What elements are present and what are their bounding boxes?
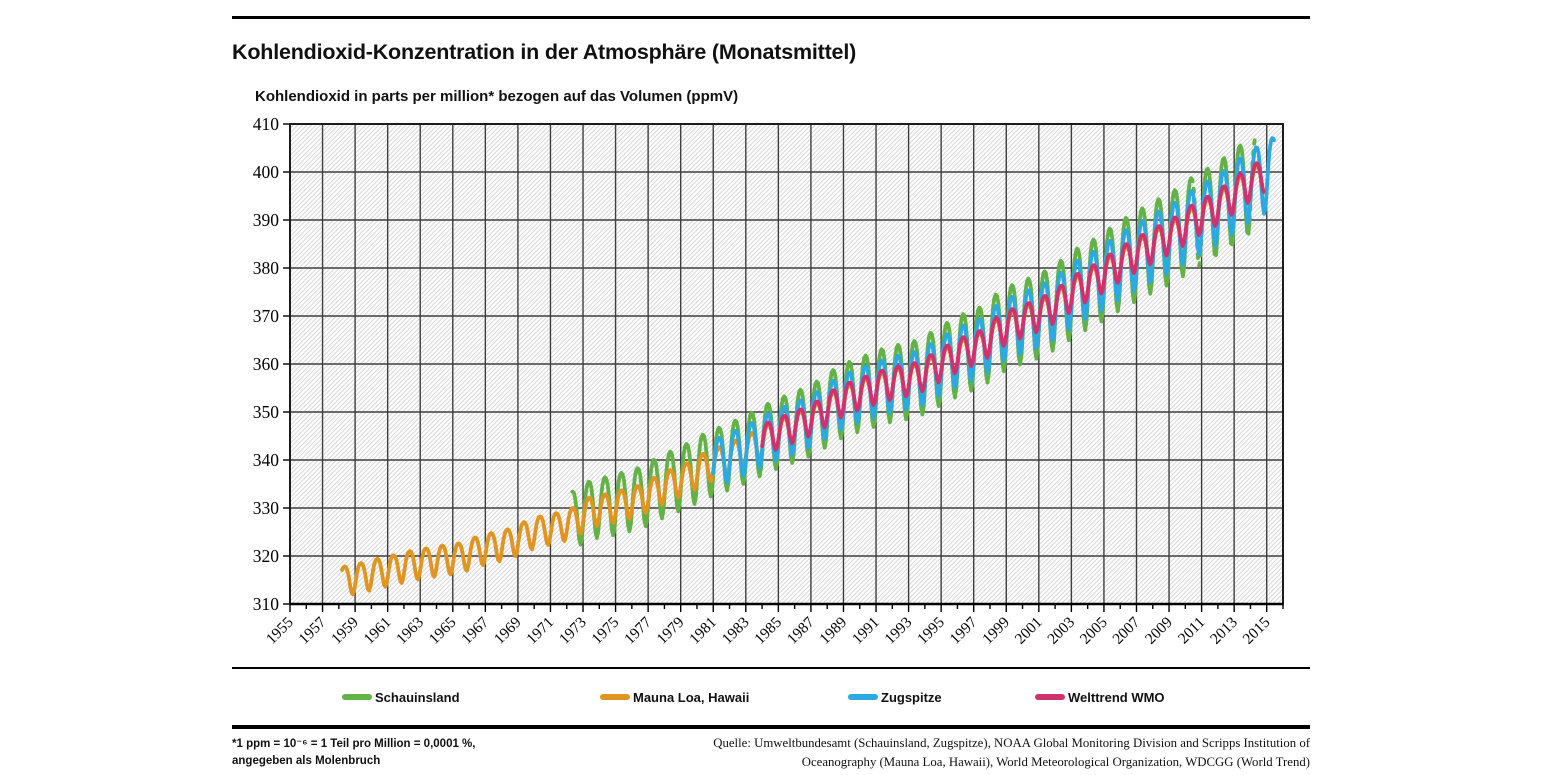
mauna-loa-line-swatch [600, 694, 630, 700]
svg-text:340: 340 [253, 450, 280, 470]
svg-text:2005: 2005 [1077, 614, 1111, 648]
legend-item-mauna-loa: Mauna Loa, Hawaii [600, 688, 749, 706]
welttrend-wmo-line-swatch [1035, 694, 1065, 700]
svg-text:1999: 1999 [979, 614, 1013, 648]
svg-text:1981: 1981 [686, 614, 720, 648]
svg-text:1989: 1989 [816, 614, 850, 648]
y-axis-title: Kohlendioxid in parts per million* bezog… [255, 88, 739, 105]
svg-text:1997: 1997 [947, 614, 981, 648]
svg-text:2013: 2013 [1207, 614, 1241, 648]
legend-item-schauinsland: Schauinsland [342, 688, 460, 706]
svg-text:2015: 2015 [1240, 614, 1274, 648]
svg-text:1979: 1979 [654, 614, 688, 648]
legend-label-schauinsland: Schauinsland [375, 689, 460, 705]
svg-text:1977: 1977 [621, 614, 655, 648]
svg-text:2003: 2003 [1044, 614, 1078, 648]
svg-text:310: 310 [253, 594, 280, 614]
svg-text:390: 390 [253, 210, 280, 230]
svg-text:1985: 1985 [751, 614, 785, 648]
footnote-line-1: *1 ppm = 10⁻⁶ = 1 Teil pro Million = 0,0… [232, 738, 476, 750]
source-line-2: Oceanography (Mauna Loa, Hawaii), World … [801, 755, 1310, 769]
footer-divider [232, 725, 1310, 729]
series-line-welttrend-wmo [760, 161, 1266, 452]
svg-text:1959: 1959 [328, 614, 362, 648]
svg-text:380: 380 [253, 258, 280, 278]
svg-text:1991: 1991 [849, 614, 883, 648]
source-line-1: Quelle: Umweltbundesamt (Schauinsland, Z… [713, 736, 1310, 750]
svg-text:1995: 1995 [914, 614, 948, 648]
legend-item-zugspitze: Zugspitze [848, 688, 942, 706]
svg-text:1993: 1993 [881, 614, 915, 648]
svg-text:1965: 1965 [426, 614, 460, 648]
legend-label-mauna-loa: Mauna Loa, Hawaii [633, 689, 750, 705]
series-line-zugspitze [711, 136, 1276, 485]
footnote: *1 ppm = 10⁻⁶ = 1 Teil pro Million = 0,0… [232, 736, 475, 770]
svg-text:320: 320 [253, 546, 280, 566]
svg-text:360: 360 [253, 354, 280, 374]
svg-text:2001: 2001 [1012, 614, 1046, 648]
svg-text:2011: 2011 [1175, 614, 1209, 648]
svg-text:1955: 1955 [263, 614, 297, 648]
y-axis-labels: 310 320 330 340 350 360 370 380 390 400 410 [253, 114, 280, 614]
source-attribution: Quelle: Umweltbundesamt (Schauinsland, Z… [713, 734, 1310, 772]
svg-text:410: 410 [253, 114, 280, 134]
svg-text:2007: 2007 [1109, 614, 1143, 648]
svg-text:1967: 1967 [458, 614, 492, 648]
footnote-line-2: angegeben als Molenbruch [232, 755, 381, 767]
zugspitze-line-swatch [848, 694, 878, 700]
svg-text:1963: 1963 [393, 614, 427, 648]
svg-text:1987: 1987 [784, 614, 818, 648]
svg-text:1983: 1983 [719, 614, 753, 648]
svg-text:350: 350 [253, 402, 280, 422]
co2-line-chart: 3103203303403503603703803904004101955195… [253, 114, 1284, 648]
legend-item-welttrend-wmo: Welttrend WMO [1035, 688, 1165, 706]
svg-text:370: 370 [253, 306, 280, 326]
svg-text:1957: 1957 [295, 614, 329, 648]
svg-text:1973: 1973 [556, 614, 590, 648]
svg-text:1961: 1961 [361, 614, 395, 648]
gridlines [290, 124, 1283, 604]
svg-text:2009: 2009 [1142, 614, 1176, 648]
svg-text:330: 330 [253, 498, 280, 518]
x-axis-labels: 1955195719591961196319651967196919711973… [263, 614, 1274, 648]
svg-text:1975: 1975 [588, 614, 622, 648]
svg-text:1969: 1969 [491, 614, 525, 648]
legend-label-zugspitze: Zugspitze [881, 689, 942, 705]
svg-text:400: 400 [253, 162, 280, 182]
svg-text:1971: 1971 [523, 614, 557, 648]
legend-label-welttrend-wmo: Welttrend WMO [1068, 689, 1165, 705]
top-divider [232, 16, 1310, 19]
legend-divider [232, 667, 1310, 669]
page-title: Kohlendioxid-Konzentration in der Atmosp… [232, 40, 857, 64]
schauinsland-line-swatch [342, 694, 372, 700]
